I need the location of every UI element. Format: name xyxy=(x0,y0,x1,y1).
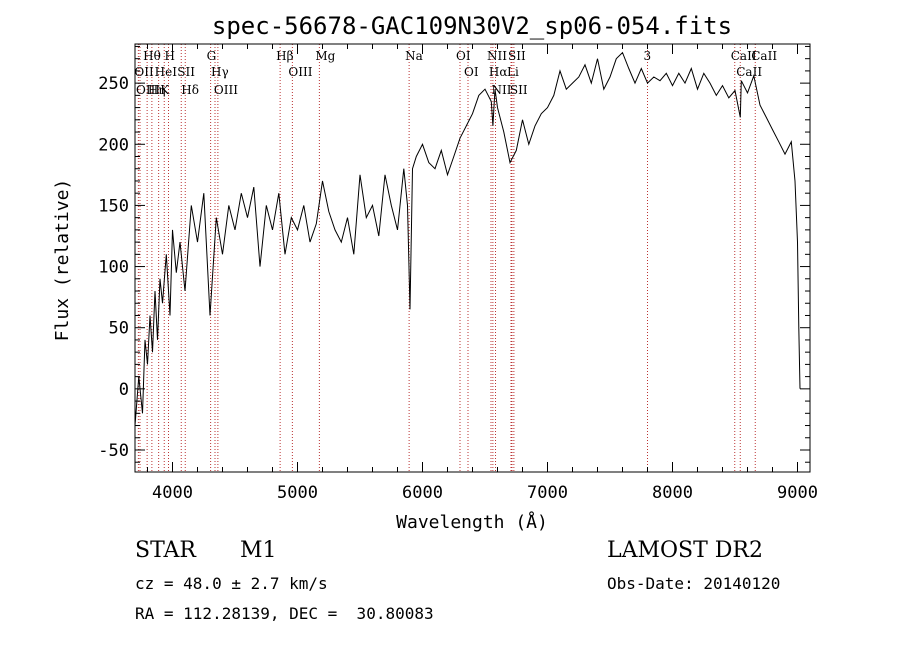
marker-label: Na xyxy=(405,49,423,63)
marker-label: CaII xyxy=(736,65,762,79)
marker-label: CaII xyxy=(751,49,777,63)
y-ticks: -50 0 50 100 150 200 250 xyxy=(98,45,810,463)
marker-label: CaII xyxy=(731,49,757,63)
y-tick-label: 0 xyxy=(119,380,129,400)
x-tick-label: 9000 xyxy=(777,483,818,503)
redshift-label: cz = 48.0 ± 2.7 km/s xyxy=(135,574,328,593)
x-tick-label: 7000 xyxy=(527,483,568,503)
class-label: STAR xyxy=(135,538,196,563)
marker-label: K xyxy=(160,83,170,97)
marker-label: OI xyxy=(464,65,479,79)
marker-label: NII xyxy=(492,83,512,97)
marker-label: 3 xyxy=(644,49,652,63)
obs-date-label: Obs-Date: 20140120 xyxy=(607,574,781,593)
marker-lines xyxy=(137,44,756,472)
x-tick-label: 8000 xyxy=(652,483,693,503)
marker-label: SII xyxy=(508,49,526,63)
marker-label: Hβ xyxy=(276,49,293,63)
marker-label: Hη xyxy=(148,83,166,97)
y-tick-label: 250 xyxy=(98,74,129,94)
marker-label: Hθ xyxy=(143,49,161,63)
marker-label: H xyxy=(165,49,175,63)
survey-label: LAMOST DR2 xyxy=(607,538,763,563)
y-axis-title: Flux (relative) xyxy=(52,179,73,342)
x-tick-label: 6000 xyxy=(402,483,443,503)
marker-label: SII xyxy=(510,83,528,97)
coords-label: RA = 112.28139, DEC = 30.80083 xyxy=(135,604,434,623)
y-tick-label: 50 xyxy=(109,319,129,339)
marker-label: Mg xyxy=(315,49,335,63)
y-tick-label: 150 xyxy=(98,196,129,216)
marker-label: OI xyxy=(456,49,471,63)
x-tick-label: 5000 xyxy=(277,483,318,503)
marker-label: Hγ xyxy=(211,65,229,79)
plot-frame xyxy=(134,43,811,473)
marker-label: OIII xyxy=(136,83,160,97)
chart-title: spec-56678-GAC109N30V2_sp06-054.fits xyxy=(212,12,732,40)
marker-label: Hδ xyxy=(181,83,199,97)
marker-label: NII xyxy=(487,49,507,63)
y-tick-label: 100 xyxy=(98,258,129,278)
marker-label: Li xyxy=(507,65,519,79)
spectrum-line xyxy=(134,51,801,426)
marker-label: OIII xyxy=(214,83,238,97)
marker-label: Hα xyxy=(489,65,508,79)
marker-label: OII xyxy=(134,65,154,79)
marker-label: G xyxy=(207,49,217,63)
marker-label: SII xyxy=(177,65,195,79)
x-axis-title: Wavelength (Å) xyxy=(396,511,548,533)
x-tick-label: 4000 xyxy=(152,483,193,503)
subclass-label: M1 xyxy=(240,538,277,563)
y-tick-label: 200 xyxy=(98,135,129,155)
marker-label: HeI xyxy=(155,65,178,79)
y-tick-label: -50 xyxy=(98,441,129,461)
marker-label: OIII xyxy=(288,65,312,79)
x-ticks: 4000 5000 6000 7000 8000 9000 xyxy=(147,44,818,503)
